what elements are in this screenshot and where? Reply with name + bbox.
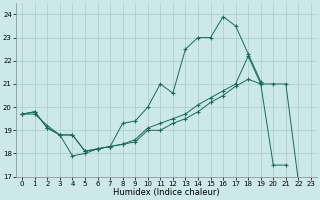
X-axis label: Humidex (Indice chaleur): Humidex (Indice chaleur) (113, 188, 220, 197)
